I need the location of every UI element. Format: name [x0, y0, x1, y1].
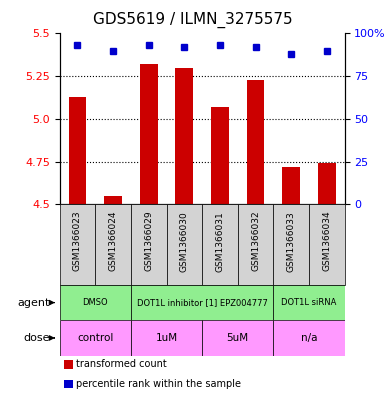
Bar [273, 285, 345, 320]
Text: GSM1366030: GSM1366030 [180, 211, 189, 272]
Bar [238, 204, 273, 285]
Text: GDS5619 / ILMN_3275575: GDS5619 / ILMN_3275575 [93, 12, 292, 28]
Bar [64, 360, 73, 369]
Bar [202, 320, 273, 356]
Text: control: control [77, 333, 114, 343]
Text: DMSO: DMSO [82, 298, 108, 307]
Text: GSM1366029: GSM1366029 [144, 211, 153, 272]
Bar [273, 320, 345, 356]
Bar [318, 163, 336, 204]
Bar [282, 167, 300, 204]
Bar [166, 204, 202, 285]
Bar [247, 79, 264, 204]
Bar [69, 97, 86, 204]
Bar [60, 285, 131, 320]
Bar [64, 380, 73, 388]
Text: n/a: n/a [301, 333, 317, 343]
Text: transformed count: transformed count [76, 359, 167, 369]
Bar [60, 204, 95, 285]
Bar [95, 204, 131, 285]
Text: GSM1366033: GSM1366033 [287, 211, 296, 272]
Text: GSM1366032: GSM1366032 [251, 211, 260, 272]
Text: agent: agent [18, 298, 50, 308]
Text: GSM1366024: GSM1366024 [109, 211, 117, 271]
Bar [60, 320, 131, 356]
Bar [202, 204, 238, 285]
Text: DOT1L siRNA: DOT1L siRNA [281, 298, 336, 307]
Text: percentile rank within the sample: percentile rank within the sample [76, 379, 241, 389]
Bar [273, 204, 309, 285]
Bar [104, 196, 122, 204]
Text: GSM1366023: GSM1366023 [73, 211, 82, 272]
Text: dose: dose [23, 333, 50, 343]
Bar [131, 204, 166, 285]
Bar [309, 204, 345, 285]
Text: DOT1L inhibitor [1] EPZ004777: DOT1L inhibitor [1] EPZ004777 [137, 298, 268, 307]
Bar [211, 107, 229, 204]
Text: GSM1366031: GSM1366031 [216, 211, 224, 272]
Text: 1uM: 1uM [156, 333, 177, 343]
Text: 5uM: 5uM [227, 333, 249, 343]
Bar [140, 64, 157, 204]
Text: GSM1366034: GSM1366034 [322, 211, 331, 272]
Bar [131, 285, 273, 320]
Bar [131, 320, 202, 356]
Bar [176, 68, 193, 204]
